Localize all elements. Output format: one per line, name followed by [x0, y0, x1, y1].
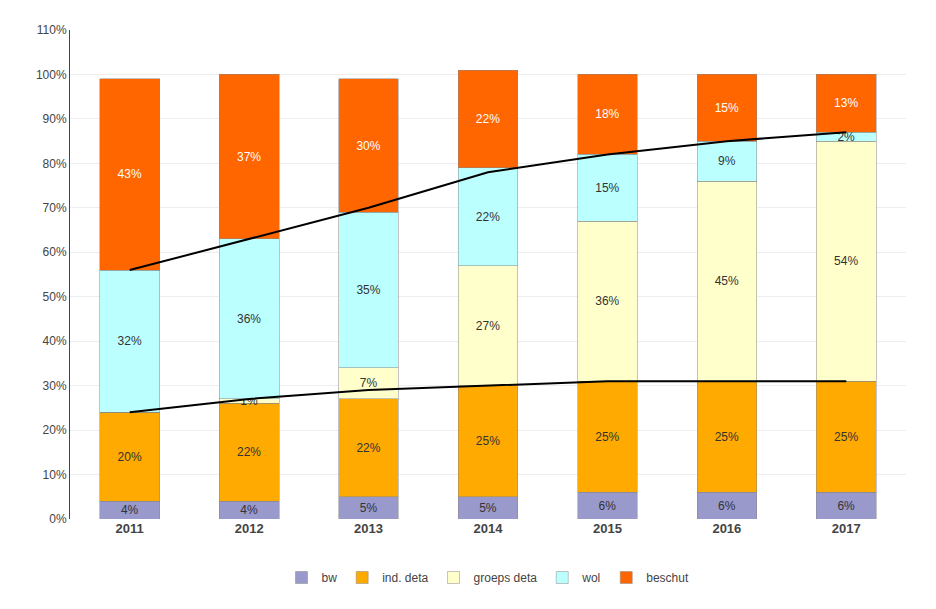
svg-text:45%: 45%	[715, 274, 739, 288]
svg-text:22%: 22%	[237, 445, 261, 459]
svg-text:32%: 32%	[118, 334, 142, 348]
svg-text:90%: 90%	[43, 112, 67, 126]
svg-text:30%: 30%	[43, 379, 67, 393]
svg-text:6%: 6%	[718, 499, 736, 513]
svg-text:25%: 25%	[476, 434, 500, 448]
svg-text:36%: 36%	[595, 294, 619, 308]
svg-text:25%: 25%	[834, 430, 858, 444]
svg-text:36%: 36%	[237, 312, 261, 326]
svg-text:groeps deta: groeps deta	[474, 571, 538, 585]
svg-text:22%: 22%	[476, 112, 500, 126]
svg-text:5%: 5%	[479, 501, 497, 515]
svg-text:60%: 60%	[43, 245, 67, 259]
svg-text:0%: 0%	[49, 512, 67, 526]
svg-text:35%: 35%	[356, 283, 380, 297]
svg-text:37%: 37%	[237, 150, 261, 164]
svg-text:1%: 1%	[240, 394, 258, 408]
svg-text:54%: 54%	[834, 254, 858, 268]
svg-text:30%: 30%	[356, 139, 380, 153]
svg-text:25%: 25%	[715, 430, 739, 444]
svg-text:6%: 6%	[599, 499, 617, 513]
svg-text:80%: 80%	[43, 157, 67, 171]
svg-text:18%: 18%	[595, 107, 619, 121]
svg-text:13%: 13%	[834, 96, 858, 110]
svg-text:100%: 100%	[36, 68, 67, 82]
svg-text:2017: 2017	[832, 521, 861, 536]
svg-text:2014: 2014	[474, 521, 504, 536]
svg-text:40%: 40%	[43, 334, 67, 348]
svg-text:4%: 4%	[121, 503, 139, 517]
svg-text:22%: 22%	[476, 210, 500, 224]
svg-text:ind. deta: ind. deta	[382, 571, 428, 585]
svg-text:7%: 7%	[360, 376, 378, 390]
svg-text:2013: 2013	[354, 521, 383, 536]
svg-text:25%: 25%	[595, 430, 619, 444]
svg-text:110%: 110%	[37, 23, 67, 37]
svg-text:beschut: beschut	[646, 571, 689, 585]
svg-text:wol: wol	[581, 571, 600, 585]
svg-text:50%: 50%	[43, 290, 67, 304]
svg-text:15%: 15%	[595, 181, 619, 195]
svg-text:9%: 9%	[718, 154, 736, 168]
svg-text:2012: 2012	[235, 521, 264, 536]
svg-text:bw: bw	[322, 571, 338, 585]
svg-text:22%: 22%	[356, 441, 380, 455]
svg-text:4%: 4%	[240, 503, 258, 517]
svg-text:20%: 20%	[118, 450, 142, 464]
svg-text:2015: 2015	[593, 521, 622, 536]
svg-text:27%: 27%	[476, 319, 500, 333]
svg-text:6%: 6%	[837, 499, 855, 513]
svg-text:5%: 5%	[360, 501, 378, 515]
svg-text:2016: 2016	[712, 521, 741, 536]
svg-text:43%: 43%	[118, 167, 142, 181]
svg-text:15%: 15%	[715, 101, 739, 115]
svg-text:2011: 2011	[116, 521, 144, 536]
svg-text:2%: 2%	[837, 130, 855, 144]
svg-text:70%: 70%	[43, 201, 67, 215]
svg-text:10%: 10%	[43, 468, 67, 482]
svg-text:20%: 20%	[43, 423, 67, 437]
